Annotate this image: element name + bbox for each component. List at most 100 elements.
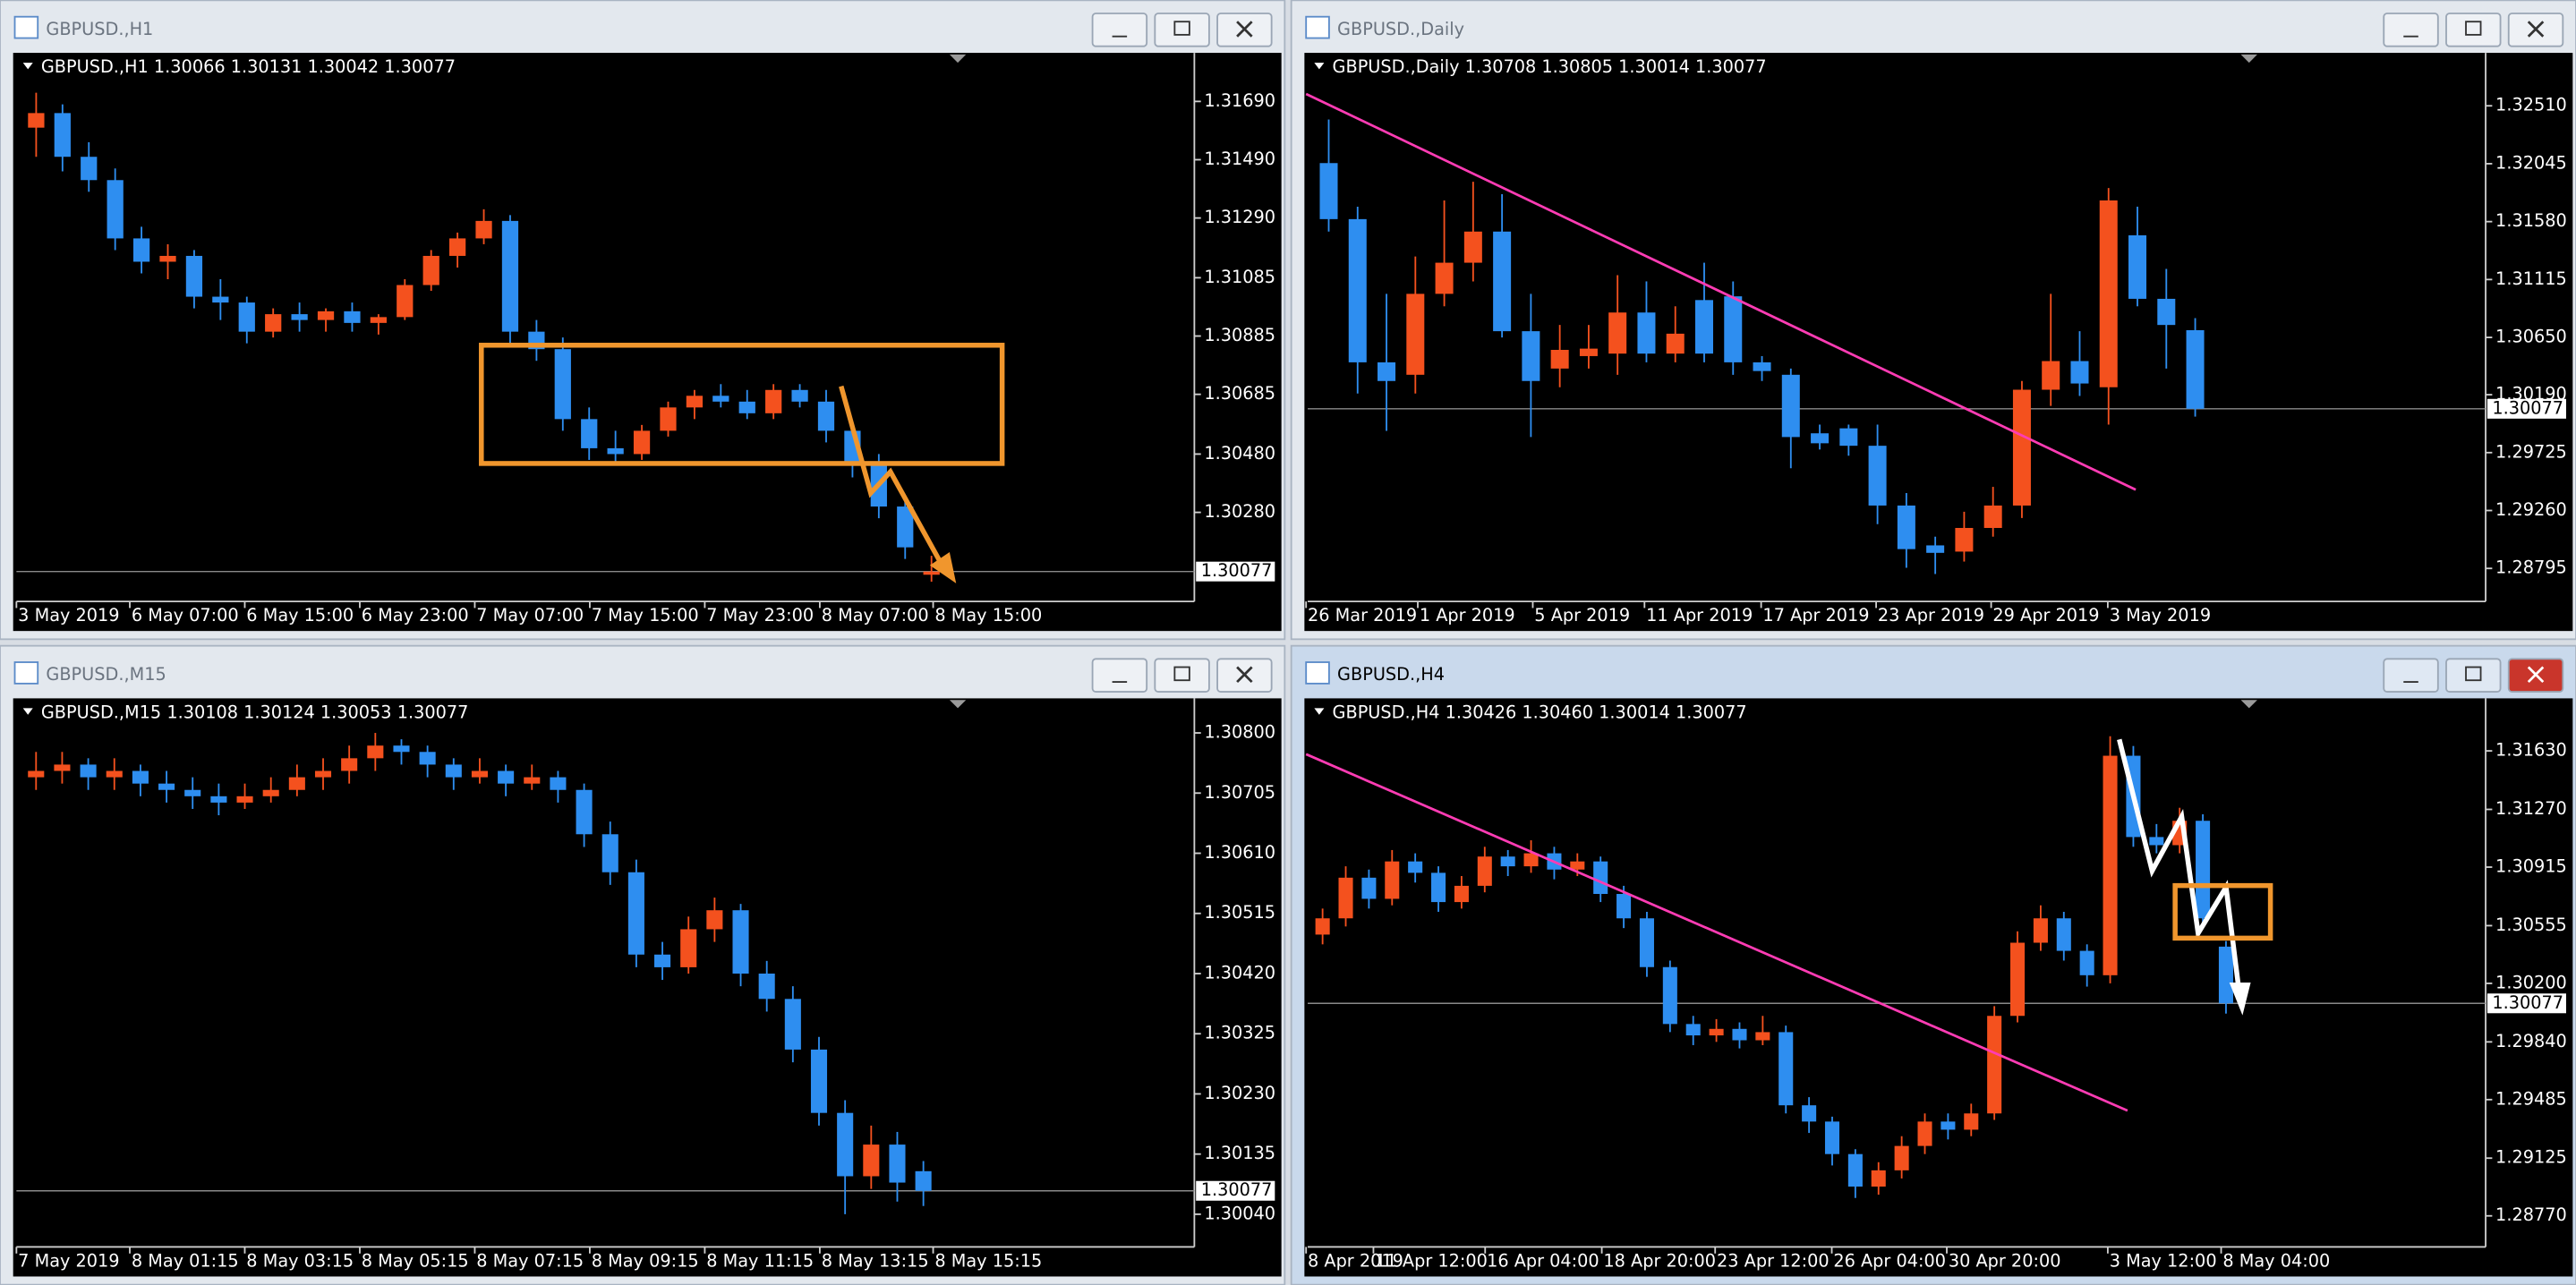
y-tick-label: 1.28770: [2495, 1204, 2567, 1225]
candle-body: [449, 238, 466, 256]
candle-body: [2186, 330, 2205, 409]
maximize-button[interactable]: [2445, 13, 2502, 47]
candle-body: [370, 317, 387, 323]
candle-body: [1941, 1121, 1956, 1130]
candle-body: [107, 180, 124, 239]
candle-body: [1637, 312, 1656, 354]
candle-body: [581, 419, 598, 448]
candle-body: [184, 789, 201, 796]
candle-body: [288, 777, 305, 790]
candle-body: [1666, 333, 1685, 354]
candle-body: [738, 401, 755, 413]
last-price-label: 1.30077: [2492, 397, 2563, 418]
candle-body: [1477, 856, 1492, 886]
window-title: GBPUSD.,M15: [46, 664, 166, 685]
window-title: GBPUSD.,H1: [46, 19, 153, 39]
candle-body: [1579, 348, 1598, 356]
x-tick-label: 3 May 12:00: [2110, 1250, 2217, 1271]
x-tick-label: 7 May 15:00: [592, 605, 699, 625]
candle-body: [1839, 428, 1858, 447]
title-icon: [13, 661, 39, 685]
header-toggle[interactable]: [1314, 63, 1325, 70]
candle-body: [601, 834, 618, 872]
annotations: [479, 92, 2273, 1112]
x-tick-label: 26 Apr 04:00: [1833, 1250, 1946, 1271]
trend-line: [1305, 92, 2137, 491]
candle-body: [2010, 942, 2026, 1017]
minimize-button[interactable]: [1091, 658, 1148, 693]
minimize-button[interactable]: [2383, 13, 2439, 47]
last-price-label: 1.30077: [1201, 560, 1273, 581]
last-price-box: [1196, 1180, 1275, 1201]
y-tick-label: 1.32510: [2495, 95, 2567, 115]
highlight-box: [479, 343, 1005, 466]
candle-body: [498, 770, 515, 784]
maximize-button[interactable]: [2445, 658, 2502, 693]
y-tick-label: 1.30200: [2495, 972, 2567, 992]
candle-body: [863, 1145, 880, 1177]
header-toggle[interactable]: [1314, 708, 1325, 715]
candle-body: [2070, 361, 2089, 384]
candle-body: [1639, 918, 1654, 967]
button-glyph: [2527, 666, 2545, 684]
candle-body: [1694, 300, 1713, 354]
candle-body: [1319, 163, 1338, 219]
header-toggle[interactable]: [22, 708, 33, 715]
arrow-head: [2229, 982, 2251, 1016]
candle-body: [2079, 950, 2094, 975]
y-tick-label: 1.30135: [1204, 1143, 1275, 1163]
y-tick-label: 1.31115: [2495, 268, 2567, 289]
candle-body: [28, 770, 45, 778]
x-tick-label: 8 May 07:15: [476, 1250, 584, 1271]
button-glyph: [1173, 666, 1190, 682]
minimize-button[interactable]: [1091, 13, 1148, 47]
button-glyph: [1236, 666, 1253, 684]
candle-body: [732, 910, 749, 974]
candle-body: [1500, 856, 1515, 867]
y-tick-label: 1.32045: [2495, 152, 2567, 173]
candle-body: [2099, 200, 2118, 387]
y-tick-label: 1.31085: [1204, 267, 1275, 287]
last-price-label: 1.30077: [1201, 1179, 1273, 1200]
minimize-button[interactable]: [2383, 658, 2439, 693]
candle-body: [2033, 918, 2048, 943]
candle-body: [1385, 861, 1400, 899]
candle-body: [341, 758, 358, 771]
maximize-button[interactable]: [1154, 658, 1210, 693]
candle-body: [1315, 918, 1330, 935]
candle-body: [238, 302, 255, 332]
candle-body: [1662, 966, 1677, 1025]
x-tick-label: 11 Apr 2019: [1646, 605, 1753, 625]
header-toggle[interactable]: [22, 63, 33, 70]
candle-body: [1871, 1170, 1886, 1187]
y-tick-label: 1.31490: [1204, 149, 1275, 169]
x-tick-label: 5 Apr 2019: [1534, 605, 1630, 625]
x-tick-label: 7 May 07:00: [476, 605, 584, 625]
x-tick-label: 6 May 23:00: [362, 605, 469, 625]
x-tick-label: 8 May 15:00: [934, 605, 1042, 625]
candle-body: [1523, 853, 1539, 867]
x-tick-label: 8 May 03:15: [246, 1250, 354, 1271]
last-price-box: [1196, 561, 1275, 582]
maximize-button[interactable]: [1154, 13, 1210, 47]
y-tick-label: 1.30685: [1204, 383, 1275, 404]
x-tick-label: 17 Apr 2019: [1762, 605, 1869, 625]
candle-body: [1781, 374, 1800, 438]
candle-body: [1894, 1145, 1909, 1170]
candle-body: [1493, 231, 1512, 332]
x-tick-label: 8 May 01:15: [132, 1250, 239, 1271]
candle-body: [367, 745, 384, 759]
trend-arrow: [2117, 738, 2242, 993]
x-tick-label: 7 May 2019: [18, 1250, 119, 1271]
candle-body: [1550, 349, 1569, 369]
candle-body: [262, 789, 279, 796]
x-tick-label: 23 Apr 12:00: [1717, 1250, 1830, 1271]
candle-body: [317, 311, 335, 320]
candle-body: [419, 752, 436, 765]
candle-body: [1616, 893, 1632, 919]
highlight-box: [2172, 882, 2273, 941]
candle-body: [1454, 885, 1469, 903]
candle-body: [1709, 1028, 1724, 1036]
candle-body: [633, 430, 651, 455]
